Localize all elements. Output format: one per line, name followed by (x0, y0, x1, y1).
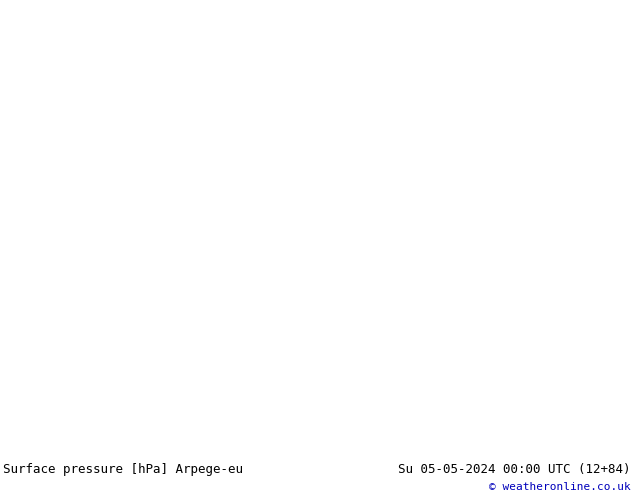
Text: © weatheronline.co.uk: © weatheronline.co.uk (489, 482, 631, 490)
Text: Su 05-05-2024 00:00 UTC (12+84): Su 05-05-2024 00:00 UTC (12+84) (398, 463, 631, 476)
Text: Surface pressure [hPa] Arpege-eu: Surface pressure [hPa] Arpege-eu (3, 463, 243, 476)
